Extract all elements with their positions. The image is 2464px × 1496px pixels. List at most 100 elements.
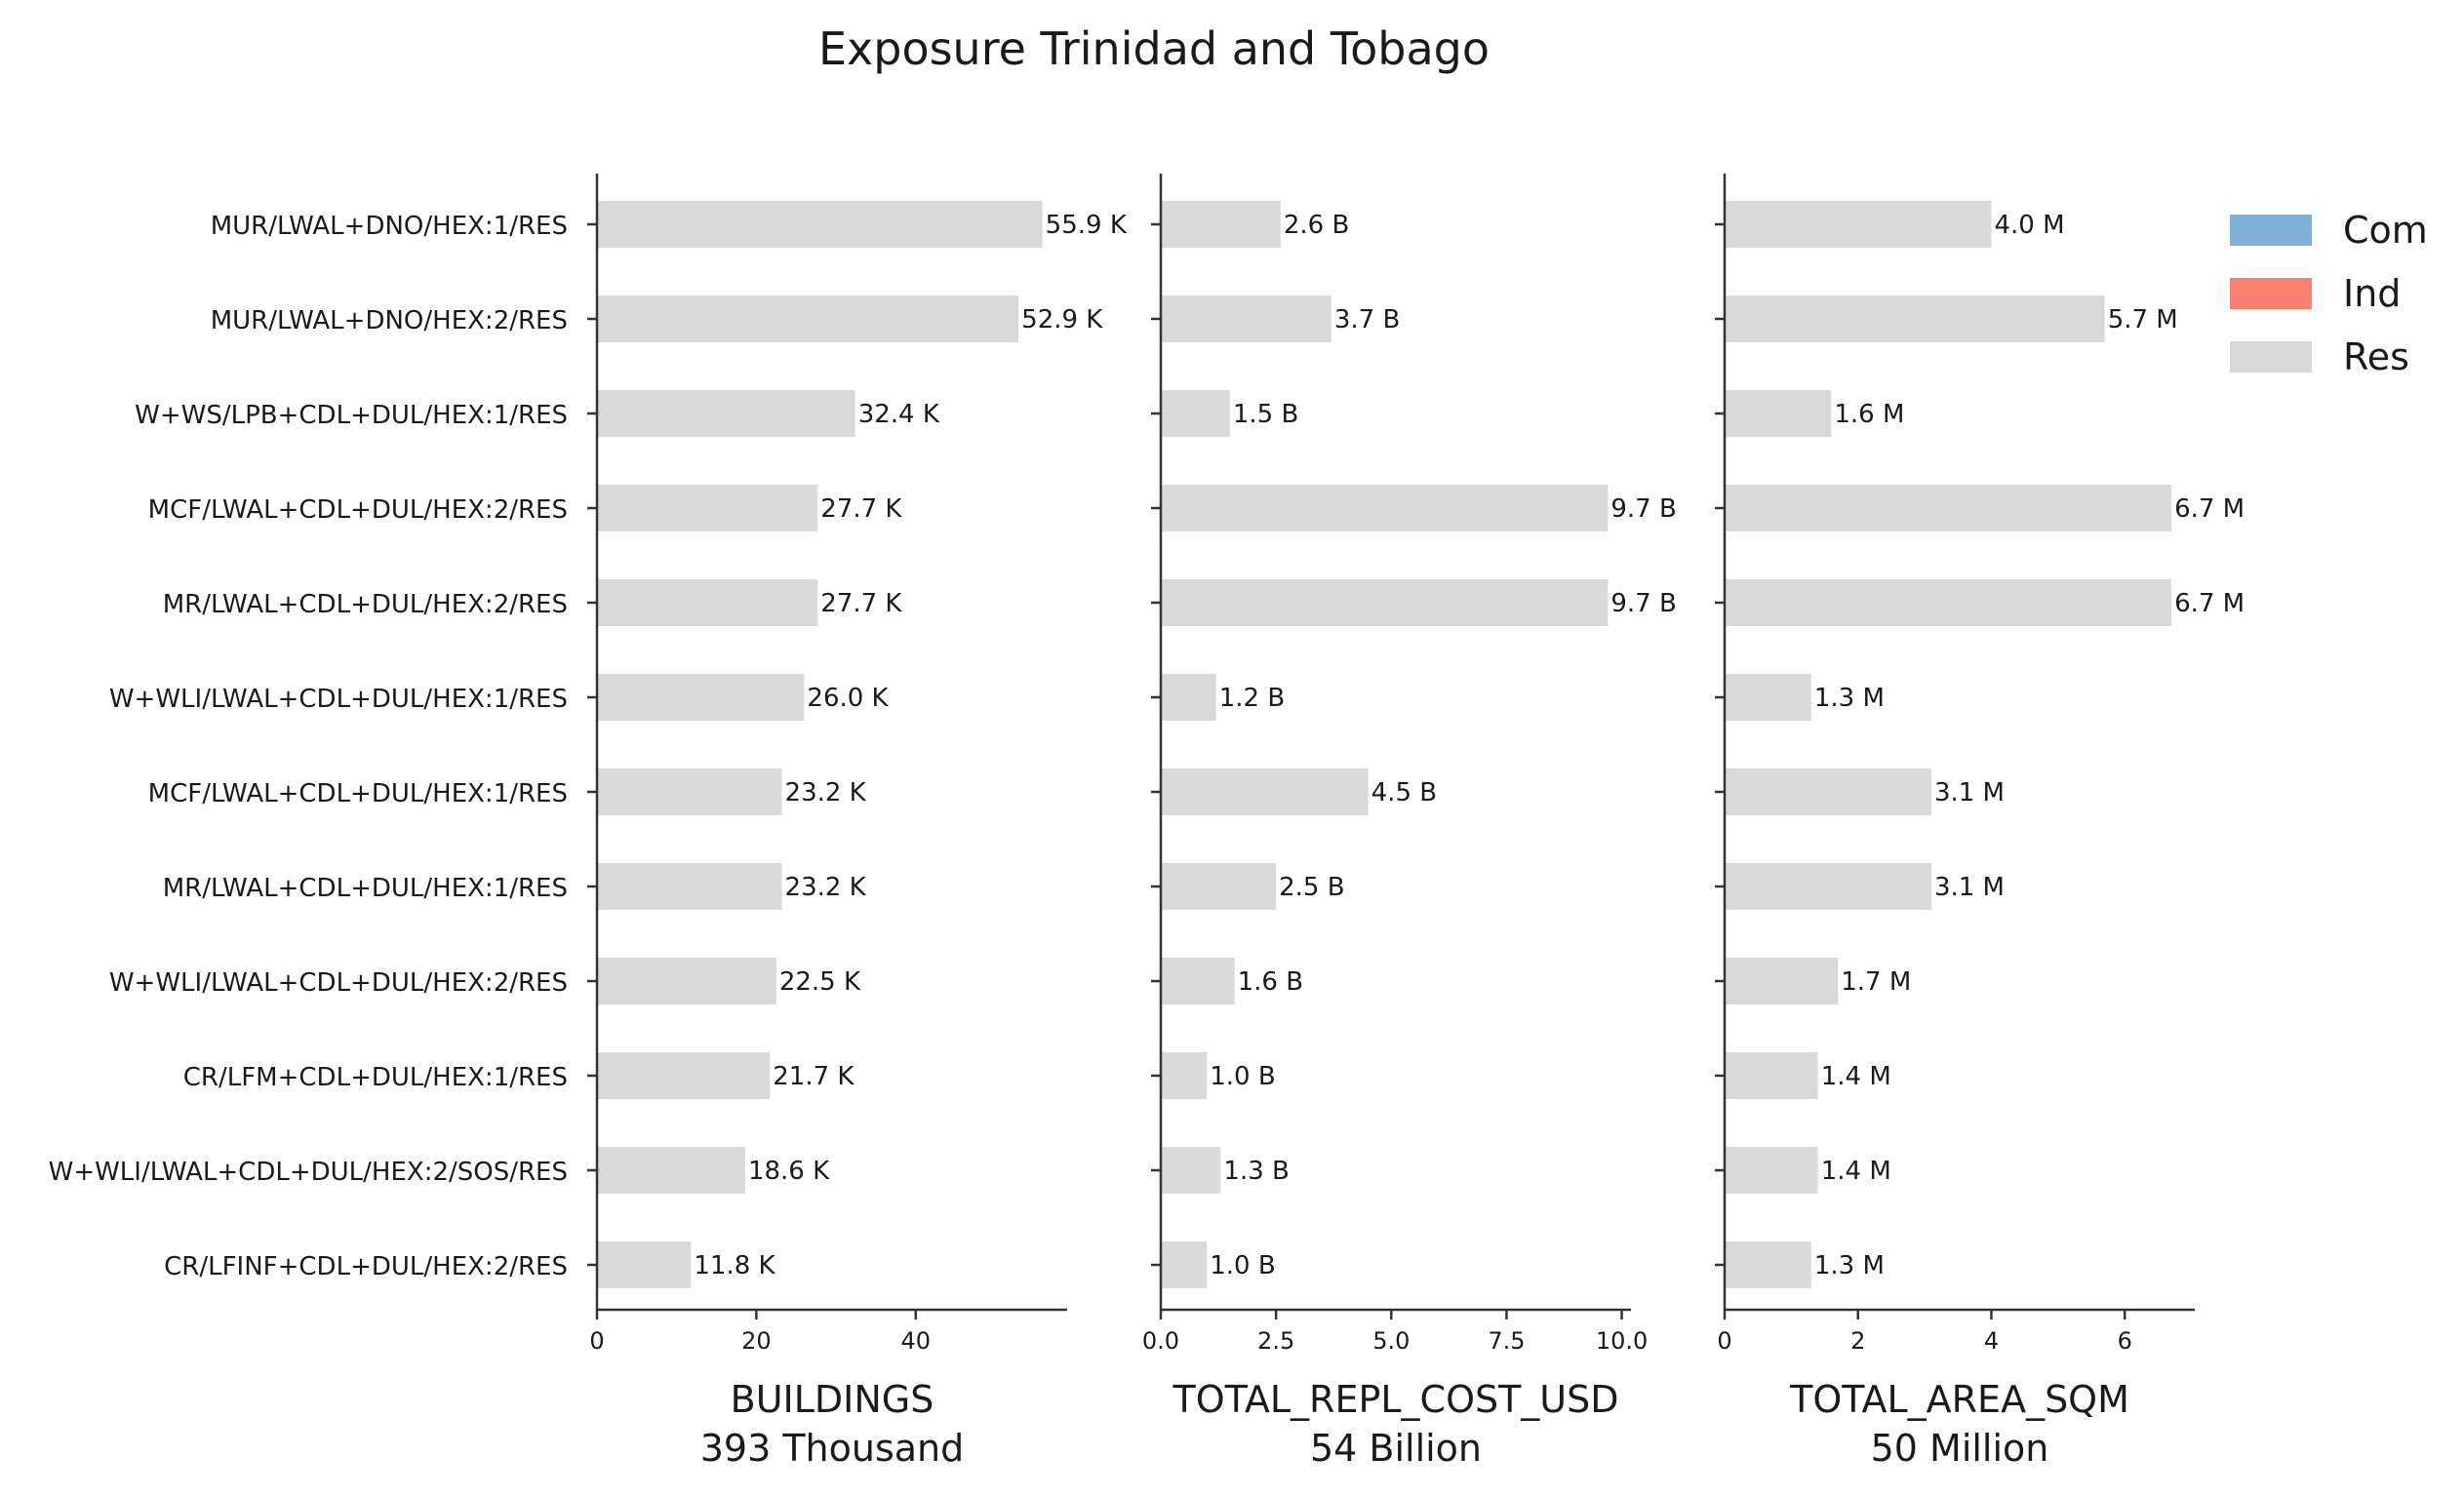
bar-value-label: 1.6 B	[1238, 967, 1303, 997]
chart-title: Exposure Trinidad and Tobago	[818, 22, 1490, 75]
bar	[1725, 674, 1811, 721]
bar	[1725, 579, 2172, 626]
category-label: MR/LWAL+CDL+DUL/HEX:2/RES	[163, 590, 568, 619]
chart-legend: Com Ind Res	[2230, 209, 2428, 378]
bar	[597, 863, 782, 910]
panel-total-area-sqm: 4.0 M 5.7 M 1.6 M 6.7 M 6.7 M 1.3 M 3.1 M 3.1 M…	[1715, 174, 2245, 1470]
panel-buildings: 55.9 K MUR/LWAL+DNO/HEX:1/RES 52.9 K MUR/LW…	[49, 174, 1128, 1470]
bar-value-label: 27.7 K	[820, 494, 902, 524]
category-label: W+WLI/LWAL+CDL+DUL/HEX:2/SOS/RES	[49, 1158, 568, 1187]
bar	[1725, 485, 2172, 531]
x-axis-label: TOTAL_REPL_COST_USD	[1172, 1378, 1618, 1421]
bar	[1161, 579, 1609, 626]
x-tick-label: 7.5	[1488, 1327, 1525, 1355]
x-tick-label: 0	[589, 1327, 604, 1355]
bar	[1161, 295, 1331, 342]
bar-value-label: 23.2 K	[785, 778, 867, 807]
bar-value-label: 1.0 B	[1210, 1062, 1275, 1091]
bar-value-label: 23.2 K	[785, 873, 867, 902]
bar	[597, 1241, 692, 1288]
bar	[1161, 1052, 1208, 1099]
bar	[1725, 390, 1832, 437]
bar-value-label: 1.5 B	[1233, 400, 1298, 429]
bar	[597, 674, 805, 721]
bar-value-label: 9.7 B	[1610, 494, 1676, 524]
x-tick-label: 2	[1850, 1327, 1865, 1355]
bar	[1725, 1147, 1818, 1194]
bar	[1161, 863, 1277, 910]
legend-label-res: Res	[2343, 335, 2409, 378]
category-label: W+WLI/LWAL+CDL+DUL/HEX:2/RES	[109, 968, 568, 998]
bar-value-label: 6.7 M	[2174, 494, 2245, 524]
bar	[1725, 1052, 1818, 1099]
bar	[597, 1052, 771, 1099]
category-label: CR/LFINF+CDL+DUL/HEX:2/RES	[164, 1252, 568, 1281]
category-label: MCF/LWAL+CDL+DUL/HEX:1/RES	[148, 779, 568, 808]
bar	[1161, 390, 1230, 437]
bar-value-label: 3.1 M	[1934, 873, 2005, 902]
x-axis-label: BUILDINGS	[731, 1378, 934, 1421]
x-tick-label: 6	[2118, 1327, 2132, 1355]
x-tick-label: 2.5	[1257, 1327, 1294, 1355]
category-label: MUR/LWAL+DNO/HEX:2/RES	[211, 306, 568, 335]
bar-value-label: 1.6 M	[1834, 400, 1904, 429]
legend-label-com: Com	[2343, 209, 2428, 252]
x-tick-label: 4	[1984, 1327, 1999, 1355]
bar	[1161, 674, 1216, 721]
bar-value-label: 11.8 K	[694, 1251, 775, 1280]
bar	[597, 579, 818, 626]
x-tick-label: 0	[1717, 1327, 1731, 1355]
bar-value-label: 1.3 B	[1223, 1157, 1289, 1186]
bar	[1161, 485, 1609, 531]
bar	[597, 295, 1019, 342]
bar-value-label: 2.6 B	[1284, 211, 1349, 240]
x-tick-label: 40	[901, 1327, 932, 1355]
x-tick-label: 20	[741, 1327, 772, 1355]
legend-swatch-res	[2230, 341, 2312, 373]
x-tick-label: 0.0	[1142, 1327, 1179, 1355]
bar	[1725, 201, 1992, 248]
bar-value-label: 2.5 B	[1279, 873, 1344, 902]
bar-value-label: 1.7 M	[1841, 967, 1911, 997]
bar-value-label: 1.4 M	[1821, 1157, 1891, 1186]
category-label: W+WLI/LWAL+CDL+DUL/HEX:1/RES	[109, 685, 568, 714]
x-axis-label: TOTAL_AREA_SQM	[1789, 1378, 2129, 1421]
bar-value-label: 55.9 K	[1046, 211, 1128, 240]
legend-swatch-com	[2230, 215, 2312, 246]
bar-value-label: 21.7 K	[773, 1062, 854, 1091]
bar	[597, 958, 776, 1004]
bar-value-label: 9.7 B	[1610, 589, 1676, 618]
bar-value-label: 32.4 K	[858, 400, 940, 429]
bar	[597, 485, 818, 531]
bar-value-label: 6.7 M	[2174, 589, 2245, 618]
bar	[1161, 1241, 1208, 1288]
chart-panels: 55.9 K MUR/LWAL+DNO/HEX:1/RES 52.9 K MUR/LW…	[49, 174, 2245, 1470]
bar	[597, 768, 782, 815]
bar-value-label: 5.7 M	[2108, 305, 2178, 335]
bar	[1725, 295, 2105, 342]
bar	[1725, 958, 1839, 1004]
bar	[1161, 768, 1369, 815]
x-tick-label: 10.0	[1596, 1327, 1648, 1355]
bar-value-label: 18.6 K	[748, 1157, 830, 1186]
bar	[597, 201, 1043, 248]
category-label: W+WS/LPB+CDL+DUL/HEX:1/RES	[135, 401, 568, 430]
bar-value-label: 4.0 M	[1994, 211, 2064, 240]
bar	[1725, 863, 1931, 910]
legend-swatch-ind	[2230, 278, 2312, 309]
legend-label-ind: Ind	[2343, 272, 2401, 315]
bar	[1161, 1147, 1221, 1194]
panel-total-repl-cost-usd: 2.6 B 3.7 B 1.5 B 9.7 B 9.7 B 1.2 B 4.5 B 2.5 B…	[1142, 174, 1677, 1470]
x-axis-total-label: 393 Thousand	[700, 1427, 965, 1470]
bar-value-label: 4.5 B	[1371, 778, 1437, 807]
bar-value-label: 27.7 K	[820, 589, 902, 618]
bar-value-label: 52.9 K	[1021, 305, 1103, 335]
bar-value-label: 22.5 K	[779, 967, 861, 997]
bar-value-label: 3.1 M	[1934, 778, 2005, 807]
bar	[1725, 1241, 1811, 1288]
bar	[1725, 768, 1931, 815]
bar-value-label: 1.3 M	[1814, 684, 1885, 713]
category-label: MR/LWAL+CDL+DUL/HEX:1/RES	[163, 874, 568, 903]
bar	[597, 1147, 745, 1194]
bar-value-label: 3.7 B	[1334, 305, 1400, 335]
